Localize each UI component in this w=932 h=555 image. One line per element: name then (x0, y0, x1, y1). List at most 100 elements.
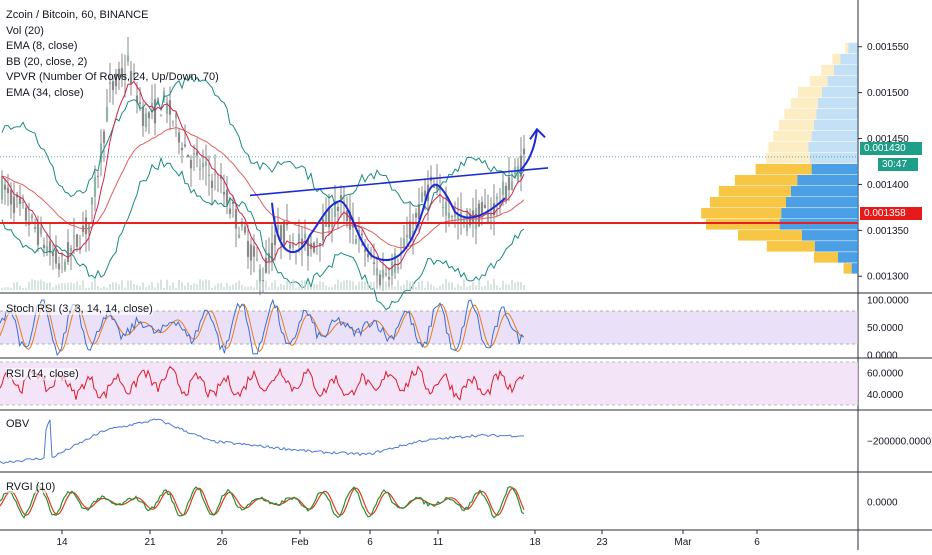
volume-bar (118, 284, 120, 290)
candle-body (234, 208, 238, 229)
volume-profile-bar-down (701, 208, 782, 219)
volume-bar (286, 281, 288, 290)
x-tick-label: 23 (596, 537, 608, 548)
stoch-rsi-title[interactable]: Stoch RSI (3, 3, 14, 14, close) (6, 303, 153, 315)
volume-bar (367, 283, 369, 290)
stoch-k-line (0, 298, 524, 357)
volume-bar (49, 282, 51, 290)
volume-bar (274, 280, 276, 290)
volume-bar (448, 282, 450, 290)
candle-body (270, 242, 274, 261)
volume-bar (187, 282, 189, 290)
candle-body (39, 227, 43, 234)
volume-bar (304, 280, 306, 290)
volume-profile-bar-up (781, 208, 858, 219)
volume-bar (505, 284, 507, 290)
volume-profile-bar-up (811, 163, 858, 175)
volume-profile-bar-down (738, 230, 802, 241)
volume-bar (109, 283, 111, 290)
volume-profile-bar-down (773, 130, 812, 142)
support-price-tag: 0.001358 (860, 207, 922, 220)
candle-body (519, 155, 523, 177)
volume-profile-bar-up (797, 175, 858, 186)
volume-bar (370, 282, 372, 290)
candle-body (387, 276, 391, 280)
candle-body (93, 176, 97, 198)
volume-bar (25, 287, 27, 290)
volume-profile-bar-up (779, 219, 858, 230)
volume-bar (376, 282, 378, 290)
volume-bar (481, 286, 483, 290)
candle-body (297, 234, 301, 243)
volume-bar (205, 279, 207, 290)
candle-body (66, 242, 70, 263)
volume-bar (412, 281, 414, 290)
rvgi-main-line (0, 484, 525, 519)
volume-bar (337, 279, 339, 290)
rsi-title[interactable]: RSI (14, close) (6, 368, 79, 380)
volume-bar (211, 287, 213, 290)
candle-body (330, 223, 334, 228)
rsi-y-tick-label: 60.0000 (867, 368, 904, 379)
volume-bar (43, 281, 45, 290)
volume-bar (199, 279, 201, 290)
volume-bar (394, 286, 396, 290)
candle-body (483, 204, 487, 209)
volume-bar (415, 287, 417, 290)
volume-bar (169, 285, 171, 290)
volume-bar (226, 282, 228, 290)
rvgi-title[interactable]: RVGI (10) (6, 481, 56, 493)
volume-bar (271, 282, 273, 290)
volume-profile-bar-down (766, 241, 815, 252)
volume-bar (316, 283, 318, 290)
candle-body (24, 207, 28, 221)
legend-bb[interactable]: BB (20, close, 2) (6, 55, 88, 68)
candle-body (333, 201, 337, 217)
symbol-title[interactable]: Zcoin / Bitcoin, 60, BINANCE (6, 9, 149, 21)
countdown-tag: 30:47 (878, 158, 918, 171)
candle-body (231, 202, 235, 204)
candle-body (90, 197, 94, 205)
volume-bar (430, 284, 432, 290)
legend-vpvr[interactable]: VPVR (Number Of Rows, 24, Up/Down, 70) (6, 71, 219, 83)
legend-vol[interactable]: Vol (20) (6, 24, 44, 37)
volume-bar (247, 286, 249, 290)
candle-body (486, 209, 490, 223)
candle-body (138, 102, 142, 104)
volume-bar (37, 280, 39, 290)
legend-ema-8[interactable]: EMA (8, close) (6, 40, 78, 52)
candle-body (432, 185, 436, 188)
volume-bar (493, 279, 495, 290)
candle-body (108, 82, 112, 84)
volume-bar (79, 284, 81, 290)
volume-bar (379, 286, 381, 290)
candle-body (453, 211, 457, 217)
candle-body (180, 147, 184, 151)
volume-profile-bar-down (810, 75, 828, 87)
volume-bar (241, 284, 243, 290)
candle-body (150, 103, 154, 106)
volume-bar (361, 281, 363, 290)
candle-body (345, 210, 349, 222)
volume-bar (382, 280, 384, 290)
volume-bar (427, 281, 429, 290)
candle-body (441, 206, 445, 209)
legend-ema-34[interactable]: EMA (34, close) (6, 86, 84, 99)
candle-body (291, 242, 295, 248)
volume-bar (112, 281, 114, 290)
volume-bar (193, 283, 195, 290)
volume-bar (142, 282, 144, 290)
volume-bar (340, 282, 342, 290)
candle-body (267, 253, 271, 261)
volume-bar (511, 279, 513, 290)
volume-bar (163, 287, 165, 290)
volume-bar (94, 279, 96, 290)
obv-title[interactable]: OBV (6, 418, 30, 430)
volume-bar (139, 286, 141, 290)
volume-bar (469, 285, 471, 290)
candle-body (501, 181, 505, 195)
x-tick-label: 18 (529, 537, 541, 548)
volume-bar (400, 286, 402, 290)
volume-bar (460, 286, 462, 290)
